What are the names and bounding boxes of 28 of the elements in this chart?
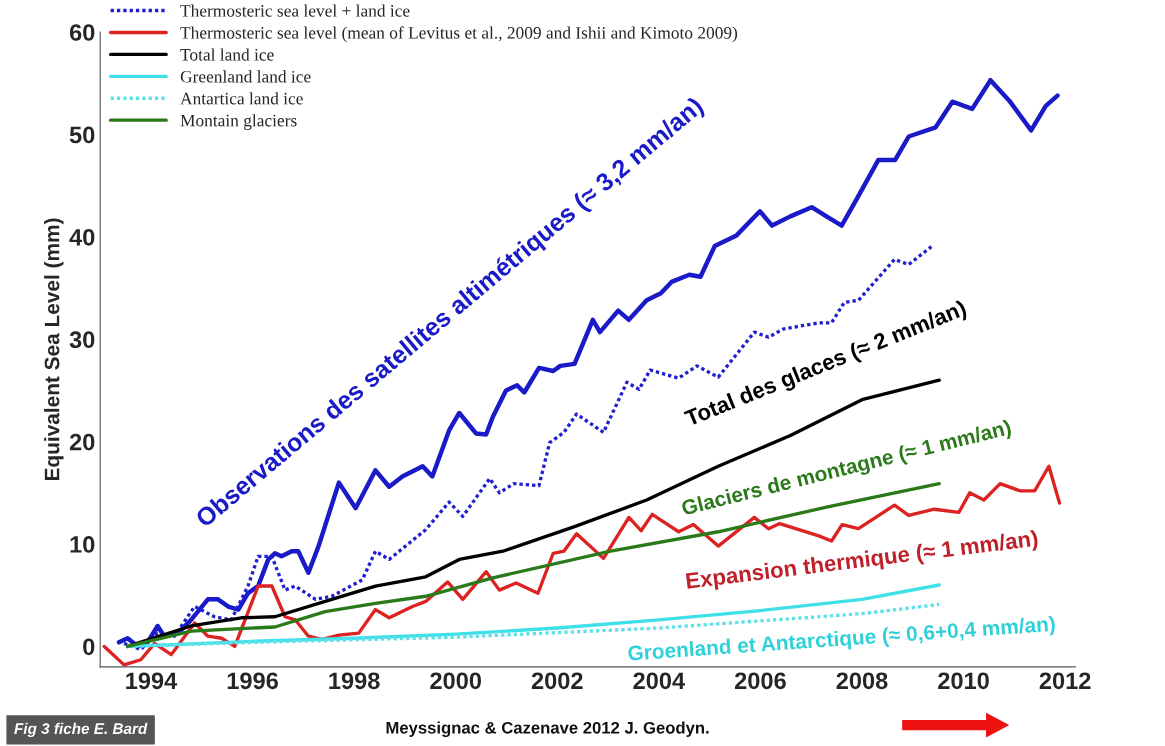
legend-label: Montain glaciers <box>180 114 297 131</box>
annotation: Groenland et Antarctique (≈ 0,6+0,4 mm/an) <box>627 615 1056 665</box>
y-tick-label: 40 <box>69 228 95 246</box>
y-tick-label: 30 <box>69 331 95 349</box>
x-tick-label: 2010 <box>938 672 989 690</box>
x-tick-label: 1998 <box>329 672 380 690</box>
legend-label: Total land ice <box>180 48 274 61</box>
x-tick-label: 2006 <box>734 672 786 690</box>
y-tick-label: 10 <box>70 536 95 553</box>
y-tick-label: 50 <box>69 126 95 144</box>
text: Meyssignac & Cazenave 2012 J. Geodyn. <box>386 721 709 738</box>
y-tick-label: 60 <box>69 24 95 41</box>
x-tick-label: 2002 <box>531 672 583 690</box>
legend-label: Thermosteric sea level (mean of Levitus et al., 2009 and Ishii and Kimoto 2009) <box>180 26 738 43</box>
legend-label: Greenland land ice <box>180 70 311 83</box>
legend-label: Antartica land ice <box>180 92 303 105</box>
y-tick-label: 0 <box>83 638 95 656</box>
legend-label: Thermosteric sea level + land ice <box>180 4 410 17</box>
annotation: Expansion thermique (≈ 1 mm/an) <box>685 529 1039 594</box>
x-tick-label: 2008 <box>836 672 888 690</box>
x-tick-label: 2012 <box>1039 672 1091 690</box>
x-tick-label: 1994 <box>126 672 178 690</box>
y-tick-label: 20 <box>69 433 95 451</box>
caption: Fig 3 fiche E. Bard <box>14 722 148 738</box>
x-tick-label: 1996 <box>227 672 278 690</box>
x-tick-label: 2004 <box>633 672 685 690</box>
x-tick-label: 2000 <box>430 672 481 690</box>
y-axis-title: Equivalent Sea Level (mm) <box>44 218 64 481</box>
